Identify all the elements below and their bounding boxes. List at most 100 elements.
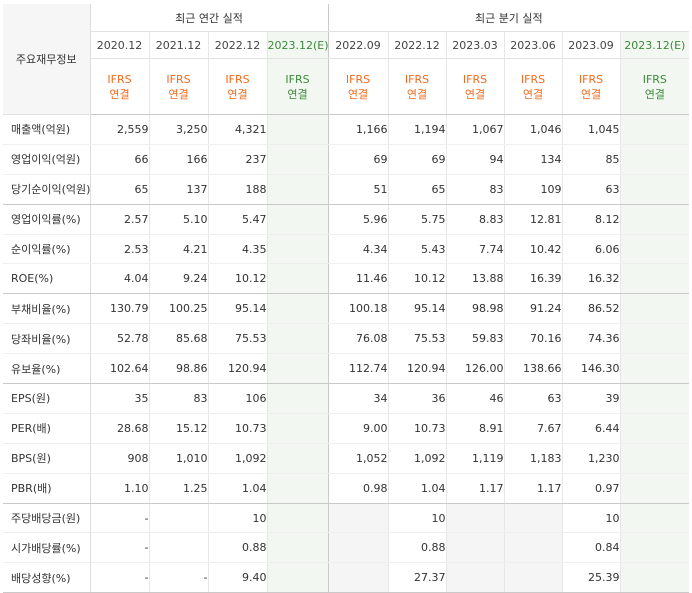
table-row: PER(배) 28.68 15.12 10.73 9.00 10.73 8.91 7.67 6.…	[3, 413, 690, 444]
row-label: 시가배당률(%)	[3, 532, 91, 564]
row-label: 영업이익(억원)	[3, 144, 91, 175]
quarter-value-cell: 10.73	[387, 413, 447, 444]
row-label: 매출액(억원)	[3, 114, 91, 145]
quarter-value-cell: 16.32	[561, 263, 621, 295]
annual-estimate-cell	[266, 562, 329, 593]
quarter-estimate-cell	[619, 443, 690, 474]
basis-header: IFRS 연결	[207, 58, 267, 115]
annual-group-header: 최근 연간 실적	[90, 4, 329, 32]
row-label-header: 주요재무정보	[3, 4, 91, 115]
quarter-value-cell	[327, 562, 389, 593]
quarter-value-cell: 9.00	[327, 413, 389, 444]
table-row: BPS(원) 908 1,010 1,092 1,052 1,092 1,119 1,183 1…	[3, 443, 690, 474]
annual-value-cell: 5.47	[207, 204, 267, 235]
quarter-value-cell: 1.17	[503, 473, 563, 504]
annual-value-cell: 1.10	[90, 473, 149, 504]
quarter-value-cell: 86.52	[561, 293, 621, 325]
table-row: 배당성향(%) - -9.40 27.37 25.39	[3, 562, 690, 593]
quarter-value-cell: 59.83	[445, 323, 505, 355]
quarter-value-cell: 39	[561, 383, 621, 414]
quarter-estimate-cell	[619, 114, 690, 145]
table-row: EPS(원) 35 83 106 34 36 46 63 39	[3, 383, 690, 414]
quarter-value-cell: 25.39	[561, 562, 621, 593]
quarter-estimate-cell	[619, 234, 690, 265]
quarter-value-cell	[445, 532, 505, 564]
annual-value-cell: 65	[90, 174, 149, 205]
row-label: EPS(원)	[3, 383, 91, 414]
quarter-value-cell: 8.83	[445, 204, 505, 235]
annual-estimate-cell	[266, 383, 329, 414]
row-label: 주당배당금(원)	[3, 503, 91, 534]
quarter-value-cell: 1,194	[387, 114, 447, 145]
basis-ifrs: IFRS	[166, 72, 191, 86]
annual-value-cell: 28.68	[90, 413, 149, 444]
quarter-value-cell: 0.84	[561, 532, 621, 564]
quarter-value-cell: 0.97	[561, 473, 621, 504]
basis-consolidated: 연결	[522, 87, 544, 101]
quarter-value-cell: 98.98	[445, 293, 505, 325]
quarter-value-cell: 126.00	[445, 353, 505, 385]
quarter-value-cell: 146.30	[561, 353, 621, 385]
annual-estimate-cell	[266, 503, 329, 534]
annual-value-cell: 166	[148, 144, 208, 175]
quarter-value-cell: 46	[445, 383, 505, 414]
basis-ifrs: IFRS	[520, 72, 546, 86]
quarter-estimate-cell	[619, 323, 690, 355]
table-row: ROE(%) 4.04 9.24 10.12 11.46 10.12 13.88 16.39 1…	[3, 263, 690, 295]
annual-value-cell: 98.86	[148, 353, 208, 385]
table-row: PBR(배) 1.10 1.25 1.04 0.98 1.04 1.17 1.17 0.97	[3, 473, 690, 504]
basis-ifrs: IFRS	[107, 72, 132, 86]
table-row: 부채비율(%) 130.79 100.25 95.14 100.18 95.14 98.98…	[3, 293, 690, 325]
annual-value-cell: 5.10	[148, 204, 208, 235]
quarter-estimate-cell	[619, 532, 690, 564]
basis-header-estimate: IFRS 연결	[619, 58, 690, 115]
annual-estimate-cell	[266, 353, 329, 385]
annual-value-cell: 35	[90, 383, 149, 414]
quarter-estimate-cell	[619, 263, 690, 295]
quarter-value-cell: 69	[327, 144, 389, 175]
table-row: 순이익률(%) 2.53 4.21 4.35 4.34 5.43 7.74 10.42 6.06	[3, 234, 690, 265]
quarter-value-cell: 8.12	[561, 204, 621, 235]
row-label: 순이익률(%)	[3, 234, 91, 265]
quarter-value-cell	[445, 503, 505, 534]
table-row: 시가배당률(%) - 0.88 0.88 0.84	[3, 532, 690, 564]
annual-value-cell	[148, 532, 208, 564]
annual-value-cell: 2,559	[90, 114, 149, 145]
annual-value-cell: 1,010	[148, 443, 208, 474]
financial-table-body: 매출액(억원) 2,559 3,250 4,321 1,166 1,194 1,067 1,0…	[3, 114, 690, 593]
quarter-value-cell: 63	[561, 174, 621, 205]
quarter-value-cell	[503, 532, 563, 564]
period-header-estimate: 2023.12(E)	[619, 31, 690, 59]
table-row: 유보율(%) 102.64 98.86 120.94 112.74 120.94 126.0…	[3, 353, 690, 385]
quarter-value-cell: 74.36	[561, 323, 621, 355]
basis-ifrs: IFRS	[225, 72, 250, 86]
annual-value-cell: 4.21	[148, 234, 208, 265]
quarter-value-cell: 51	[327, 174, 389, 205]
quarter-value-cell	[503, 562, 563, 593]
quarter-value-cell	[327, 503, 389, 534]
quarter-value-cell: 12.81	[503, 204, 563, 235]
annual-value-cell: 83	[148, 383, 208, 414]
basis-ifrs: IFRS	[642, 72, 667, 86]
annual-value-cell: 4,321	[207, 114, 267, 145]
basis-consolidated: 연결	[644, 87, 665, 101]
quarter-value-cell: 8.91	[445, 413, 505, 444]
annual-value-cell: 106	[207, 383, 267, 414]
row-label: 당기순이익(억원)	[3, 174, 91, 205]
annual-value-cell: 102.64	[90, 353, 149, 385]
quarter-value-cell: 1,230	[561, 443, 621, 474]
financial-summary-table: 주요재무정보 최근 연간 실적 최근 분기 실적 2020.12 2021.12…	[3, 4, 690, 593]
annual-estimate-cell	[266, 263, 329, 295]
row-label: 영업이익률(%)	[3, 204, 91, 235]
basis-consolidated: 연결	[287, 87, 308, 101]
period-header: 2021.12	[148, 31, 208, 59]
row-label: ROE(%)	[3, 263, 91, 295]
basis-ifrs: IFRS	[404, 72, 430, 86]
quarter-estimate-cell	[619, 562, 690, 593]
annual-value-cell: 0.88	[207, 532, 267, 564]
quarter-value-cell: 94	[445, 144, 505, 175]
annual-value-cell: 120.94	[207, 353, 267, 385]
annual-value-cell: 95.14	[207, 293, 267, 325]
annual-value-cell: 1.04	[207, 473, 267, 504]
annual-value-cell: 137	[148, 174, 208, 205]
